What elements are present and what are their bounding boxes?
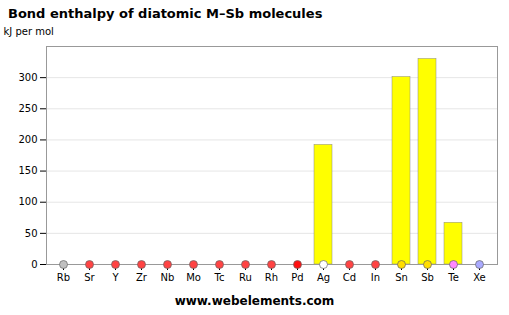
html-text:Bond enthalpy of diatomic M–Sb: Bond enthalpy of diatomic M–Sb molecules (8, 6, 323, 21)
svg-text:50: 50 (25, 228, 38, 239)
html-text:www.webelements.com: www.webelements.com (174, 294, 335, 308)
svg-text:Rh: Rh (265, 272, 278, 283)
svg-text:Ru: Ru (239, 272, 252, 283)
svg-text:kJ per mol: kJ per mol (4, 26, 54, 37)
svg-text:Te: Te (447, 272, 459, 283)
svg-text:In: In (371, 272, 380, 283)
svg-text:Y: Y (111, 272, 119, 283)
svg-text:Zr: Zr (136, 272, 148, 283)
svg-text:150: 150 (18, 165, 37, 176)
svg-text:Tc: Tc (214, 272, 225, 283)
svg-text:200: 200 (18, 134, 37, 145)
svg-text:Cd: Cd (343, 272, 356, 283)
svg-text:300: 300 (18, 72, 37, 83)
svg-text:Nb: Nb (161, 272, 175, 283)
svg-text:250: 250 (18, 103, 37, 114)
svg-text:Ag: Ag (317, 272, 330, 283)
svg-text:Rb: Rb (57, 272, 70, 283)
svg-text:Sr: Sr (84, 272, 95, 283)
svg-text:Sb: Sb (421, 272, 434, 283)
svg-text:Xe: Xe (473, 272, 486, 283)
svg-text:Mo: Mo (186, 272, 201, 283)
svg-text:0: 0 (31, 259, 37, 270)
svg-text:100: 100 (18, 196, 37, 207)
svg-text:Sn: Sn (395, 272, 408, 283)
svg-text:Pd: Pd (291, 272, 303, 283)
